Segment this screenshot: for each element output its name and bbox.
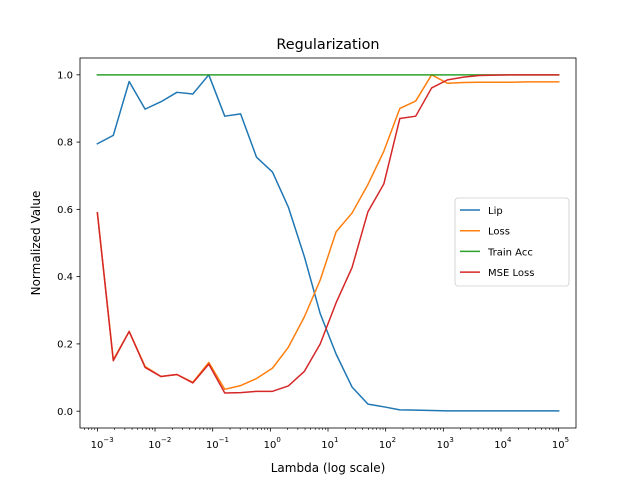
x-axis-label: Lambda (log scale)	[271, 461, 386, 475]
x-tick-base: 10	[552, 440, 565, 451]
y-tick-label: 0.0	[57, 407, 73, 418]
series-layer	[96, 74, 560, 412]
x-tick-base: 10	[91, 440, 104, 451]
x-axis-ticks: 10 −3 10 −2 10 −1 10 0 10 1 10 2 10 3 10 4 10 5	[84, 428, 569, 451]
x-tick-label: 10 1	[321, 436, 338, 451]
x-tick-base: 10	[379, 440, 392, 451]
x-tick-label: 10 3	[437, 436, 454, 451]
y-tick-label: 0.6	[57, 205, 73, 216]
y-tick-label: 1.0	[57, 70, 73, 81]
legend-label-train-acc: Train Acc	[487, 247, 533, 258]
x-tick-base: 10	[321, 440, 334, 451]
x-tick-base: 10	[206, 440, 219, 451]
x-tick-exponent: 1	[334, 436, 338, 444]
y-tick-label: 0.8	[57, 138, 73, 149]
chart-title: Regularization	[276, 37, 379, 53]
series-line-mse-loss	[96, 74, 560, 394]
y-axis-label: Normalized Value	[29, 191, 43, 296]
x-tick-label: 10 −3	[91, 436, 114, 451]
legend-label-lip: Lip	[488, 206, 503, 217]
x-tick-label: 10 2	[379, 436, 396, 451]
x-tick-base: 10	[437, 440, 450, 451]
legend-label-loss: Loss	[488, 227, 510, 238]
plot-area-frame	[79, 57, 577, 429]
legend-box	[454, 197, 570, 287]
x-tick-label: 10 0	[264, 436, 281, 451]
x-tick-exponent: −2	[161, 436, 171, 444]
x-tick-label: 10 −1	[206, 436, 229, 451]
x-tick-exponent: −1	[219, 436, 229, 444]
y-axis-ticks: 0.0 0.2 0.4 0.6 0.8 1.0	[57, 70, 80, 418]
x-tick-exponent: 5	[565, 436, 569, 444]
x-tick-base: 10	[494, 440, 507, 451]
x-tick-exponent: 3	[449, 436, 453, 444]
x-tick-exponent: 2	[392, 436, 396, 444]
x-tick-base: 10	[148, 440, 161, 451]
y-tick-label: 0.2	[57, 340, 73, 351]
x-tick-base: 10	[264, 440, 277, 451]
x-tick-exponent: 0	[276, 436, 280, 444]
legend: Lip Loss Train Acc MSE Loss	[454, 197, 570, 287]
x-tick-exponent: −3	[103, 436, 113, 444]
x-tick-label: 10 −2	[148, 436, 171, 451]
x-tick-exponent: 4	[507, 436, 512, 444]
y-tick-label: 0.4	[57, 272, 73, 283]
legend-label-mse-loss: MSE Loss	[488, 268, 534, 279]
series-line-lip	[96, 74, 560, 412]
x-tick-label: 10 5	[552, 436, 569, 451]
x-tick-label: 10 4	[494, 436, 512, 451]
